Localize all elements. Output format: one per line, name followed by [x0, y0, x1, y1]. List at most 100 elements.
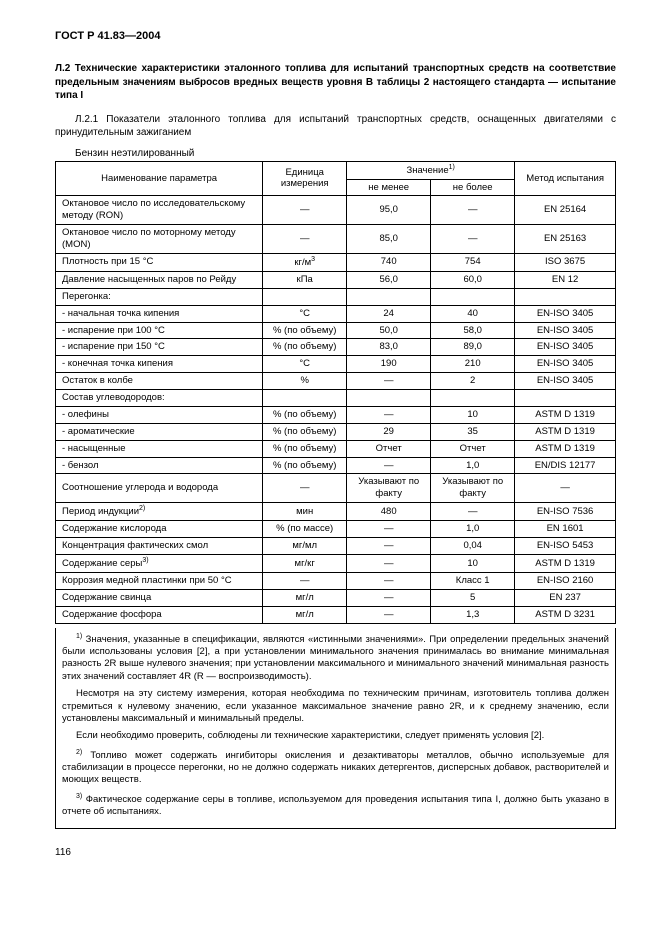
cell-method: EN 12 [515, 271, 616, 288]
cell-method: EN 25163 [515, 225, 616, 254]
cell-min: 24 [347, 305, 431, 322]
cell-min: — [347, 521, 431, 538]
cell-max: Указывают по факту [431, 474, 515, 503]
cell-method: — [515, 474, 616, 503]
col-param: Наименование параметра [56, 161, 263, 196]
table-row: Состав углеводородов: [56, 390, 616, 407]
footnote-1b: Несмотря на эту систему измерения, котор… [62, 688, 609, 725]
cell-param: Содержание серы3) [56, 554, 263, 572]
table-row: - испарение при 150 °C% (по объему)83,08… [56, 339, 616, 356]
cell-min: — [347, 406, 431, 423]
cell-method: EN-ISO 3405 [515, 356, 616, 373]
cell-min: 56,0 [347, 271, 431, 288]
table-row: Содержание свинцамг/л—5EN 237 [56, 589, 616, 606]
cell-max: — [431, 225, 515, 254]
cell-max: 0,04 [431, 538, 515, 555]
cell-min: 95,0 [347, 196, 431, 225]
cell-unit [263, 390, 347, 407]
cell-param: Октановое число по моторному методу (MON… [56, 225, 263, 254]
table-row: Остаток в колбе%—2EN-ISO 3405 [56, 373, 616, 390]
footnote-1: 1) Значения, указанные в спецификации, я… [62, 632, 609, 684]
cell-method: EN-ISO 3405 [515, 339, 616, 356]
table-row: Плотность при 15 °Cкг/м3740754ISO 3675 [56, 253, 616, 271]
cell-min: — [347, 606, 431, 623]
cell-method [515, 390, 616, 407]
cell-method: ISO 3675 [515, 253, 616, 271]
table-row: Содержание кислорода% (по массе)—1,0EN 1… [56, 521, 616, 538]
cell-method [515, 288, 616, 305]
cell-max [431, 288, 515, 305]
cell-max: Класс 1 [431, 573, 515, 590]
cell-min: — [347, 589, 431, 606]
cell-unit [263, 288, 347, 305]
cell-max: 754 [431, 253, 515, 271]
fuel-label: Бензин неэтилированный [75, 148, 616, 159]
footnote-3: 3) Фактическое содержание серы в топливе… [62, 792, 609, 819]
cell-unit: — [263, 225, 347, 254]
footnote-1c: Если необходимо проверить, соблюдены ли … [62, 730, 609, 742]
cell-param: Содержание фосфора [56, 606, 263, 623]
table-row: Октановое число по исследовательскому ме… [56, 196, 616, 225]
table-row: - ароматические% (по объему)2935ASTM D 1… [56, 423, 616, 440]
cell-min: 190 [347, 356, 431, 373]
col-unit: Единица измерения [263, 161, 347, 196]
cell-max: Отчет [431, 440, 515, 457]
cell-max: 35 [431, 423, 515, 440]
table-row: Период индукции2)мин480—EN-ISO 7536 [56, 503, 616, 521]
cell-param: Содержание свинца [56, 589, 263, 606]
table-row: - бензол% (по объему)—1,0EN/DIS 12177 [56, 457, 616, 474]
cell-param: - начальная точка кипения [56, 305, 263, 322]
table-row: Соотношение углерода и водорода—Указываю… [56, 474, 616, 503]
cell-method: EN-ISO 5453 [515, 538, 616, 555]
footnote-2: 2) Топливо может содержать ингибиторы ок… [62, 748, 609, 787]
cell-unit: кг/м3 [263, 253, 347, 271]
cell-unit: % (по объему) [263, 440, 347, 457]
cell-method: EN-ISO 2160 [515, 573, 616, 590]
col-min: не менее [347, 179, 431, 196]
cell-unit: °C [263, 356, 347, 373]
table-row: Давление насыщенных паров по РейдукПа56,… [56, 271, 616, 288]
cell-unit: °C [263, 305, 347, 322]
intro-paragraph: Л.2.1 Показатели эталонного топлива для … [55, 113, 616, 140]
cell-param: - ароматические [56, 423, 263, 440]
table-row: - насыщенные% (по объему)ОтчетОтчетASTM … [56, 440, 616, 457]
cell-max: 1,0 [431, 457, 515, 474]
cell-method: ASTM D 1319 [515, 406, 616, 423]
footnotes-box: 1) Значения, указанные в спецификации, я… [55, 628, 616, 829]
specs-table: Наименование параметра Единица измерения… [55, 161, 616, 624]
cell-method: EN-ISO 7536 [515, 503, 616, 521]
cell-param: - олефины [56, 406, 263, 423]
cell-unit: — [263, 196, 347, 225]
cell-method: EN-ISO 3405 [515, 305, 616, 322]
col-method: Метод испытания [515, 161, 616, 196]
cell-unit: % (по объему) [263, 322, 347, 339]
cell-unit: % (по объему) [263, 457, 347, 474]
cell-method: ASTM D 3231 [515, 606, 616, 623]
cell-method: EN 25164 [515, 196, 616, 225]
cell-min: 50,0 [347, 322, 431, 339]
cell-unit: мг/л [263, 589, 347, 606]
cell-max: 1,3 [431, 606, 515, 623]
cell-unit: мин [263, 503, 347, 521]
cell-unit: % (по объему) [263, 339, 347, 356]
cell-min: Указывают по факту [347, 474, 431, 503]
cell-min: 29 [347, 423, 431, 440]
cell-min: — [347, 573, 431, 590]
cell-unit: % (по объему) [263, 423, 347, 440]
cell-unit: кПа [263, 271, 347, 288]
cell-param: - бензол [56, 457, 263, 474]
cell-method: ASTM D 1319 [515, 554, 616, 572]
cell-method: EN-ISO 3405 [515, 322, 616, 339]
table-row: Концентрация фактических смолмг/мл—0,04E… [56, 538, 616, 555]
cell-unit: мг/л [263, 606, 347, 623]
table-row: Содержание серы3)мг/кг—10ASTM D 1319 [56, 554, 616, 572]
cell-max: 60,0 [431, 271, 515, 288]
cell-max: 10 [431, 554, 515, 572]
cell-min: — [347, 373, 431, 390]
cell-method: EN/DIS 12177 [515, 457, 616, 474]
cell-min: 740 [347, 253, 431, 271]
cell-param: - насыщенные [56, 440, 263, 457]
cell-max: 58,0 [431, 322, 515, 339]
cell-max: 10 [431, 406, 515, 423]
cell-param: Концентрация фактических смол [56, 538, 263, 555]
